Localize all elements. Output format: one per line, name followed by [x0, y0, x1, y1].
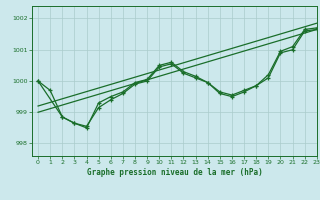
X-axis label: Graphe pression niveau de la mer (hPa): Graphe pression niveau de la mer (hPa) [86, 168, 262, 177]
